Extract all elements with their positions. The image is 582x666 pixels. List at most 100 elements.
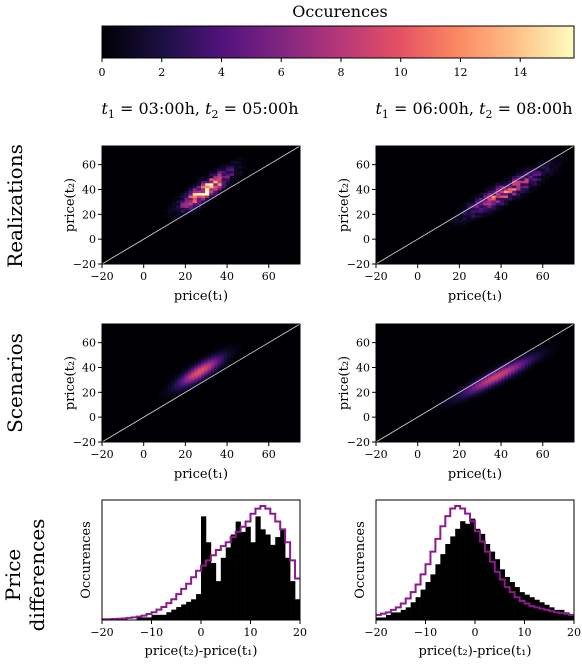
heatmap-cell [230, 353, 235, 356]
heatmap-cell [468, 396, 473, 400]
heatmap-cell [184, 205, 190, 208]
y-tick-label: 20 [82, 386, 96, 399]
heatmap-cell [521, 367, 525, 370]
heatmap-cell [230, 345, 235, 348]
heatmap-cell [488, 369, 492, 372]
heatmap-cell [458, 383, 463, 386]
histogram-bar [549, 607, 555, 620]
heatmap-cell [532, 187, 538, 191]
heatmap-cell [468, 398, 473, 402]
heatmap-cell [194, 371, 199, 374]
heatmap-cell [471, 377, 476, 380]
heatmap-cell [512, 192, 517, 196]
heatmap-cell [210, 355, 215, 358]
heatmap-cell [184, 375, 189, 378]
heatmap-cell [461, 390, 466, 394]
y-axis-label: price(t₂) [63, 356, 78, 410]
heatmap-cell [478, 384, 482, 388]
heatmap-cell [532, 170, 538, 174]
heatmap-cell [454, 217, 459, 221]
heatmap-cell [217, 357, 222, 360]
heatmap-cell [220, 361, 225, 364]
heatmap-cell [188, 207, 194, 211]
heatmap-cell [168, 205, 173, 208]
heatmap-cell [501, 373, 506, 376]
heatmap-cell [527, 365, 532, 368]
heatmap-cell [471, 396, 476, 400]
heatmap-cell [214, 351, 218, 354]
heatmap-cell [499, 180, 505, 184]
heatmap-cell [445, 406, 449, 409]
x-tick-label: −20 [364, 448, 387, 461]
heatmap-cell [528, 182, 534, 186]
heatmap-cell [176, 214, 181, 218]
heatmap-cell [192, 185, 198, 189]
heatmap-cell [553, 170, 558, 174]
heatmap-cell [537, 363, 542, 366]
heatmap-cell [498, 373, 502, 376]
heatmap-cell [461, 381, 466, 384]
heatmap-cell [512, 177, 517, 181]
heatmap-cell [454, 219, 459, 223]
heatmap-cell [161, 386, 166, 390]
heatmap-cell [531, 359, 535, 362]
histogram-bar [465, 523, 471, 620]
heatmap-cell [494, 379, 499, 382]
heatmap-cell [499, 202, 505, 206]
heatmap-cell [217, 182, 223, 186]
heatmap-cell [481, 371, 486, 374]
heatmap-cell [177, 386, 182, 390]
heatmap-cell [494, 377, 499, 380]
heatmap-cell [234, 347, 238, 350]
heatmap-cell [220, 367, 225, 370]
heatmap-cell [168, 386, 172, 390]
heatmap-cell [508, 365, 512, 368]
heatmap-cell [171, 388, 175, 392]
heatmap-cell [207, 375, 212, 378]
heatmap-cell [238, 165, 243, 169]
heatmap-cell [478, 392, 482, 396]
histogram-bar [450, 536, 456, 620]
heatmap-cell [520, 190, 525, 194]
heatmap-cell [503, 190, 509, 194]
row-label-price-line2: differences [25, 519, 49, 632]
heatmap-cell [201, 180, 206, 184]
heatmap-cell [547, 351, 552, 354]
heatmap-cell [171, 375, 175, 378]
heatmap-cell [508, 375, 512, 378]
heatmap-cell [465, 394, 469, 398]
heatmap-cell [446, 227, 451, 230]
heatmap-cell [451, 400, 456, 404]
heatmap-cell [213, 170, 218, 174]
heatmap-cell [528, 177, 534, 181]
heatmap-cell [207, 367, 212, 370]
heatmap-cell [531, 363, 535, 366]
heatmap-cell [201, 371, 205, 374]
heatmap-cell [466, 212, 472, 216]
heatmap-cell [481, 383, 486, 386]
heatmap-cell [180, 205, 185, 208]
heatmap-cell [201, 192, 206, 196]
heatmap-cell [565, 158, 571, 162]
heatmap-cell [471, 398, 476, 402]
heatmap-cell [451, 398, 456, 402]
x-tick-label: 60 [536, 448, 550, 461]
heatmap-cell [484, 384, 489, 388]
heatmap-cell [224, 355, 228, 358]
heatmap-cell [481, 381, 486, 384]
heatmap-cell [524, 192, 530, 196]
heatmap-cell [458, 384, 463, 388]
heatmap-cell [194, 383, 199, 386]
heatmap-cell [511, 357, 515, 360]
heatmap-cell [487, 192, 492, 196]
heatmap-cell [172, 197, 177, 201]
heatmap-cell [455, 400, 459, 404]
heatmap-cell [161, 392, 166, 396]
heatmap-cell [217, 168, 223, 171]
heatmap-cell [534, 355, 539, 358]
heatmap-cell [494, 383, 499, 386]
heatmap-cell [475, 388, 479, 392]
heatmap-cell [194, 386, 199, 390]
heatmap-cell [217, 177, 223, 181]
heatmap-cell [210, 359, 215, 362]
